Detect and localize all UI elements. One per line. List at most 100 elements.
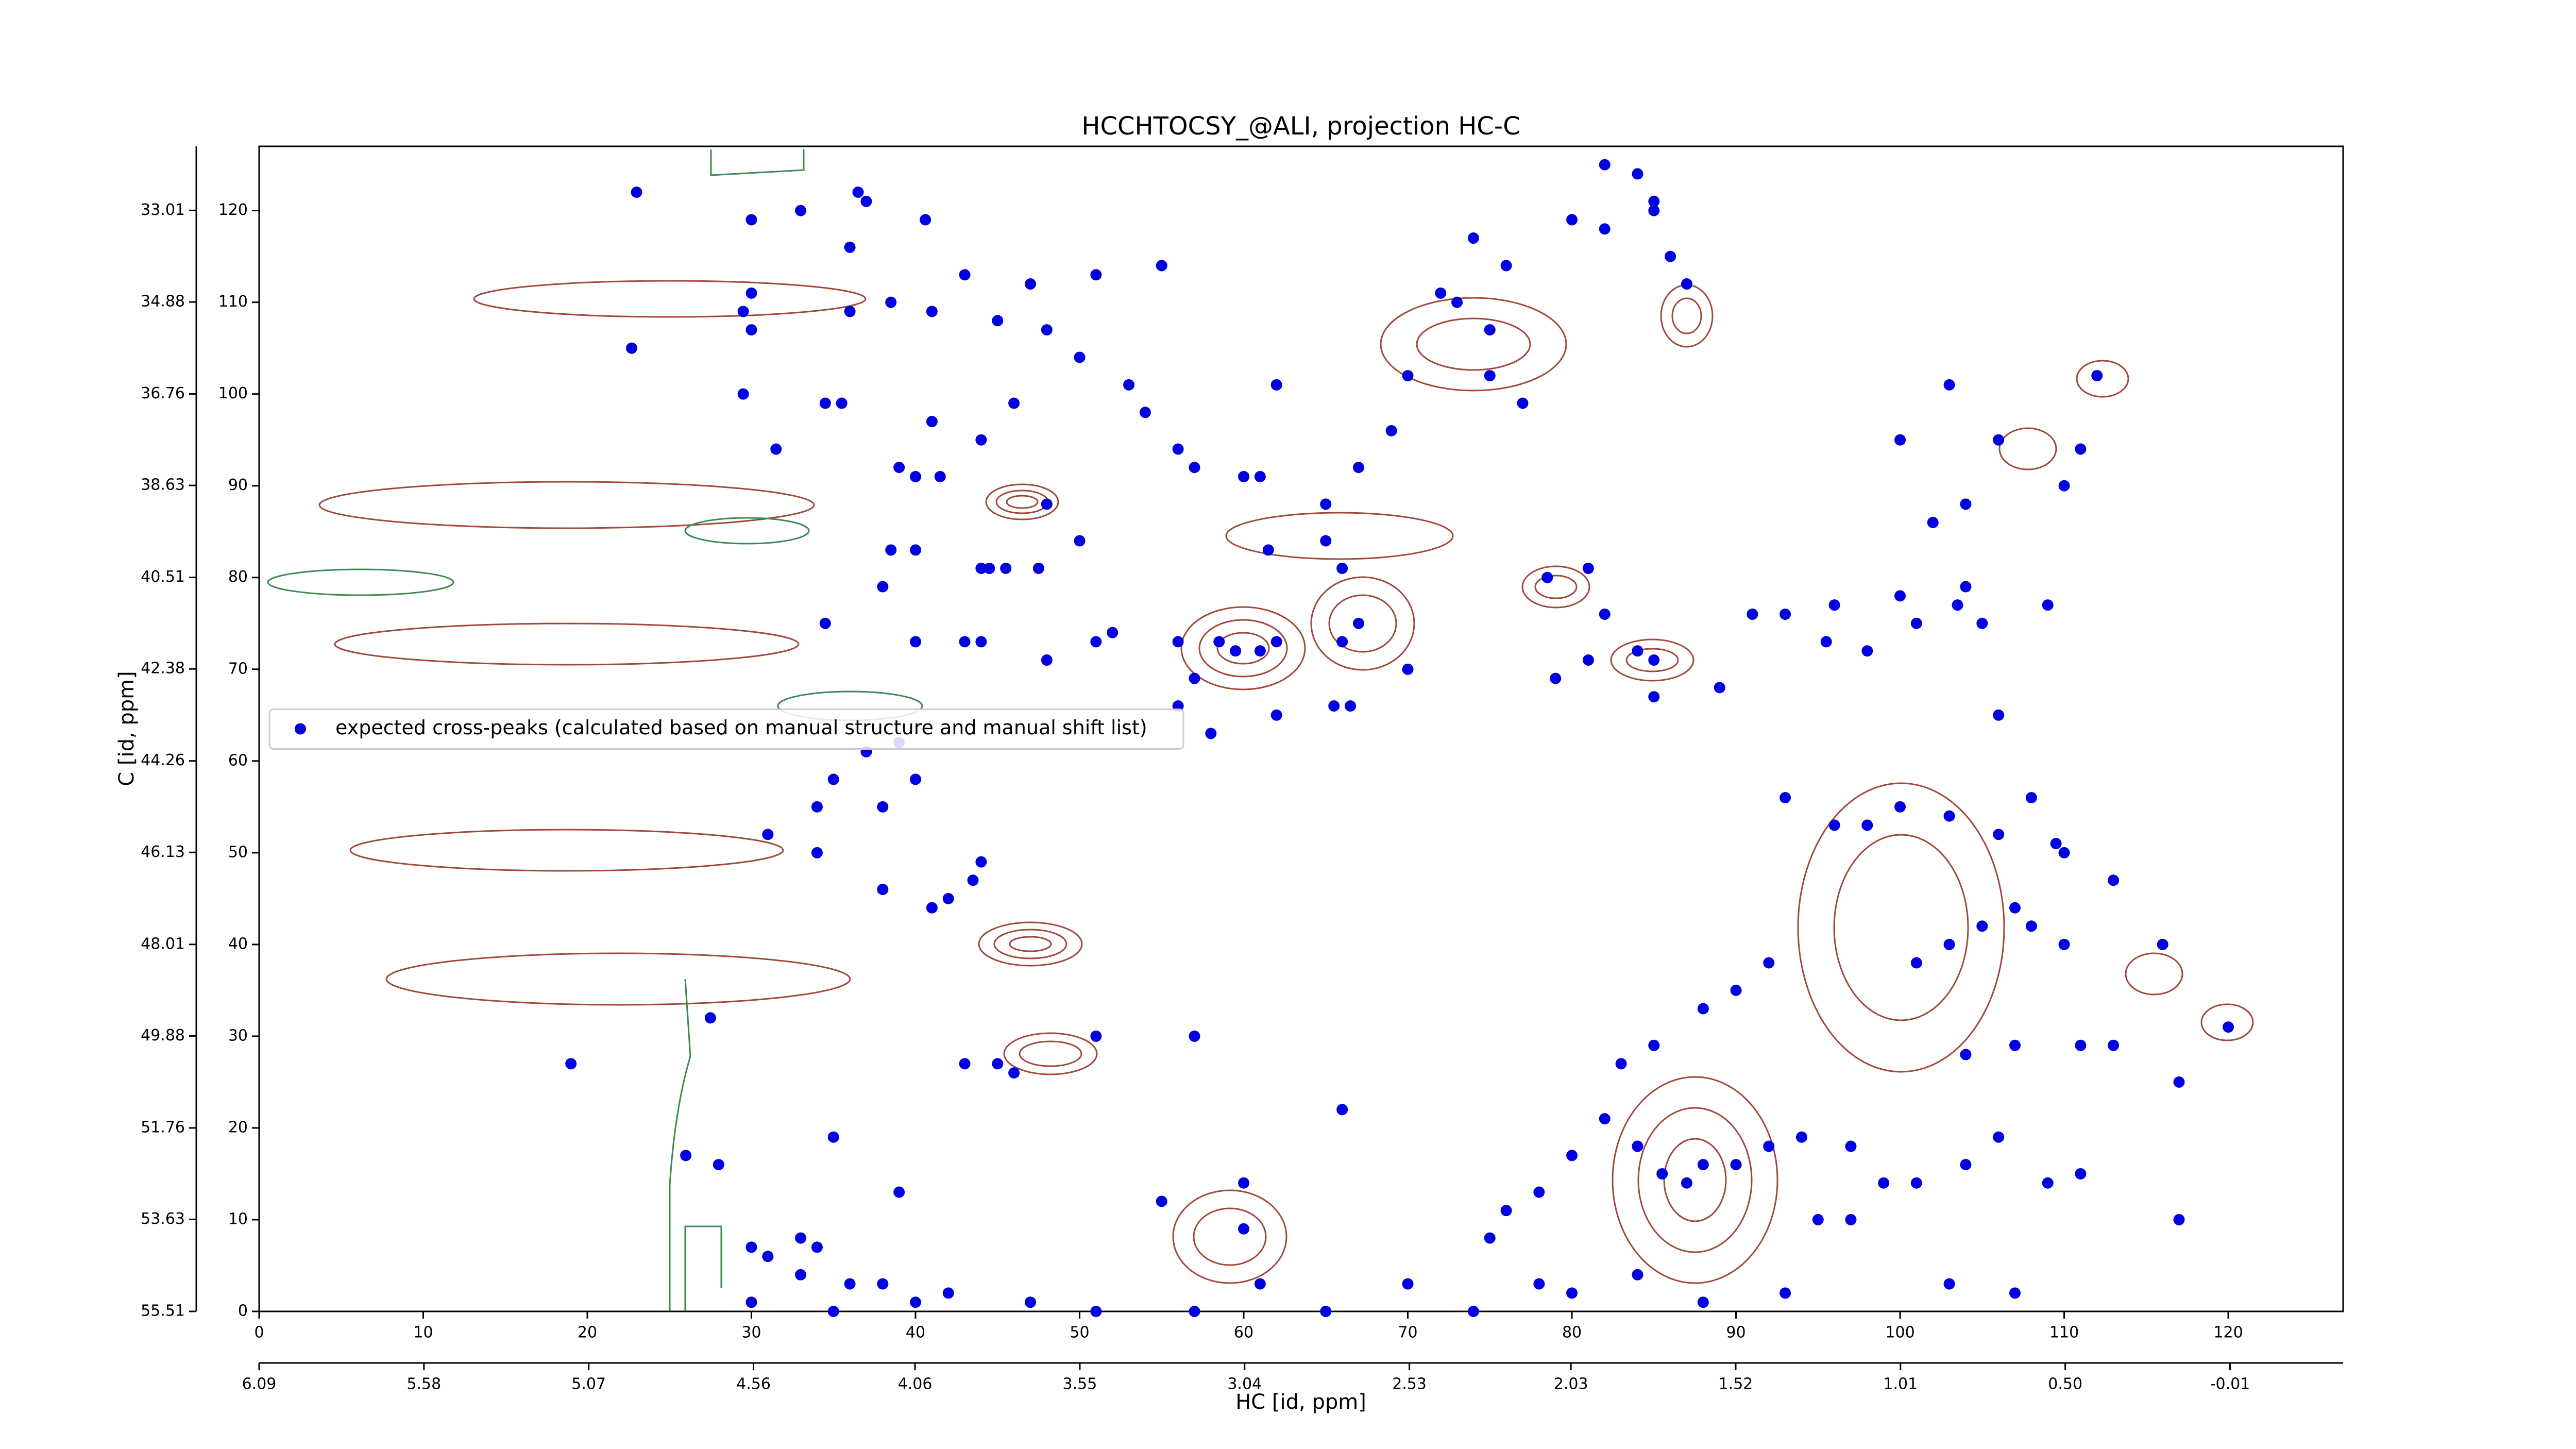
cross-peak: [975, 434, 987, 446]
cross-peak: [844, 306, 856, 317]
cross-peak: [1943, 810, 1955, 822]
cross-peak: [1952, 599, 1963, 611]
cross-peak: [1270, 709, 1282, 721]
cross-peak: [967, 874, 979, 886]
cross-peak: [1024, 278, 1036, 290]
x2-tick-label: 2.03: [1554, 1375, 1588, 1393]
cross-peak: [2108, 874, 2120, 886]
cross-peak: [1747, 608, 1758, 620]
cross-peak: [827, 1131, 839, 1143]
cross-peak: [827, 1306, 839, 1317]
y2-tick-label: 51.76: [141, 1118, 185, 1136]
x2-tick-label: 3.04: [1227, 1375, 1262, 1393]
cross-peak: [1041, 324, 1053, 336]
cross-peak: [1943, 938, 1955, 950]
cross-peak: [1172, 636, 1184, 648]
cross-peak: [1960, 1049, 1972, 1060]
cross-peak: [959, 636, 971, 648]
y2-tick-label: 42.38: [141, 660, 185, 678]
cross-peak: [1123, 379, 1135, 391]
cross-peak: [975, 562, 987, 574]
cross-peak: [920, 214, 931, 226]
cross-peak: [1648, 654, 1660, 666]
x2-tick-label: 1.52: [1719, 1375, 1753, 1393]
cross-peak: [2058, 938, 2070, 950]
x-tick-label: 40: [906, 1324, 925, 1342]
cross-peak: [1090, 1030, 1102, 1042]
cross-peak: [1681, 1177, 1692, 1189]
cross-peak: [1352, 462, 1364, 474]
cross-peak: [631, 187, 642, 198]
x-tick-label: 80: [1562, 1324, 1582, 1342]
cross-peak: [984, 562, 995, 574]
cross-peak: [2173, 1076, 2185, 1088]
x2-tick-label: 3.55: [1063, 1375, 1097, 1393]
cross-peak: [992, 1058, 1004, 1070]
x2-tick-label: 0.50: [2048, 1375, 2082, 1393]
x-tick-label: 110: [2049, 1324, 2079, 1342]
cross-peak: [1943, 379, 1955, 391]
y2-tick-label: 38.63: [141, 476, 185, 494]
y-tick-label: 20: [228, 1118, 248, 1136]
cross-peak: [2025, 920, 2037, 932]
cross-peak: [795, 205, 807, 216]
cross-peak: [2157, 938, 2168, 950]
cross-peak: [860, 195, 872, 207]
cross-peak: [934, 470, 946, 482]
cross-peak: [2223, 1021, 2234, 1033]
cross-peak: [1550, 672, 1562, 684]
cross-peak: [885, 296, 897, 308]
cross-peak: [1074, 535, 1086, 547]
cross-peak: [1681, 278, 1692, 290]
cross-peak: [1763, 957, 1775, 969]
cross-peak: [1402, 370, 1414, 382]
cross-peak: [1385, 425, 1397, 436]
cross-peak: [1230, 645, 1242, 657]
cross-peak: [893, 462, 905, 474]
cross-peak: [910, 470, 922, 482]
cross-peak: [1780, 1287, 1791, 1299]
cross-peak: [1894, 434, 1906, 446]
cross-peak: [1074, 351, 1086, 363]
cross-peak: [1828, 819, 1840, 831]
cross-peak: [1189, 672, 1200, 684]
cross-peak: [1656, 1168, 1668, 1180]
cross-peak: [1566, 1150, 1578, 1161]
cross-peak: [1632, 1140, 1643, 1152]
cross-peak: [1451, 296, 1463, 308]
cross-peak: [1582, 562, 1594, 574]
cross-peak: [1189, 462, 1200, 474]
cross-peak: [1402, 1278, 1414, 1290]
cross-peak: [680, 1150, 692, 1161]
cross-peak: [1189, 1306, 1200, 1317]
y2-tick-label: 44.26: [141, 751, 185, 769]
legend: expected cross-peaks (calculated based o…: [268, 709, 1184, 750]
plot-frame: [258, 145, 2344, 1312]
y-axis-label: C [id, ppm]: [115, 671, 139, 786]
x-tick-label: 70: [1398, 1324, 1417, 1342]
cross-peak: [1599, 223, 1611, 235]
cross-peak: [1107, 627, 1118, 638]
cross-peak: [1345, 700, 1357, 712]
cross-peak: [1262, 544, 1274, 556]
cross-peak: [1615, 1058, 1627, 1070]
cross-peak: [1270, 636, 1282, 648]
y-tick-label: 80: [228, 568, 248, 586]
cross-peak: [2042, 599, 2054, 611]
cross-peak: [852, 187, 864, 198]
cross-peak: [737, 306, 749, 317]
cross-peak: [2009, 1039, 2021, 1051]
cross-peak: [811, 801, 823, 813]
cross-peak: [827, 773, 839, 785]
cross-peak: [2058, 480, 2070, 492]
legend-label: expected cross-peaks (calculated based o…: [335, 716, 1147, 739]
cross-peak: [2075, 1039, 2087, 1051]
cross-peak: [1320, 1306, 1332, 1317]
chart-title: HCCHTOCSY_@ALI, projection HC-C: [1081, 112, 1520, 141]
cross-peak: [1697, 1296, 1709, 1308]
cross-peak: [1254, 470, 1266, 482]
cross-peak: [1320, 535, 1332, 547]
x-tick-label: 30: [741, 1324, 761, 1342]
cross-peak: [1213, 636, 1225, 648]
